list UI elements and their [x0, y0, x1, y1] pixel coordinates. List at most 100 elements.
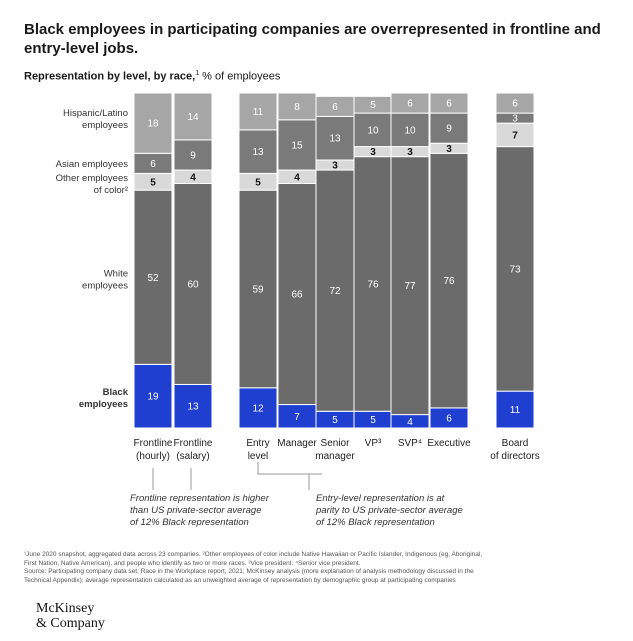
data-label-asian: 10	[367, 125, 379, 136]
row-label-white-line2: employees	[82, 280, 128, 291]
data-label-other: 7	[512, 130, 518, 141]
row-label-asian: Asian employees	[56, 159, 129, 170]
logo-line: & Company	[36, 616, 105, 631]
data-label-other: 3	[370, 147, 376, 158]
data-label-hispanic: 6	[332, 102, 338, 113]
category-label: Executive	[427, 438, 471, 449]
data-label-hispanic: 5	[370, 100, 376, 111]
data-label-white: 66	[291, 290, 303, 301]
data-label-asian: 3	[512, 114, 518, 125]
category-label: Senior	[321, 438, 351, 449]
data-label-asian: 9	[446, 124, 452, 135]
frontline-note-line: of 12% Black representation	[130, 517, 249, 528]
bar-segment-white	[429, 152, 469, 409]
category-label: Frontline	[134, 438, 173, 449]
bar-segment-asian	[277, 119, 317, 171]
entry-level-note: Entry-level representation is at parity …	[316, 493, 463, 529]
data-label-asian: 9	[190, 150, 196, 161]
footnote-line: ¹June 2020 snapshot, aggregated data acr…	[24, 551, 483, 558]
data-label-black: 19	[147, 392, 159, 403]
row-label-hispanic-line2: employees	[82, 120, 128, 131]
data-label-white: 59	[252, 284, 264, 295]
category-label: Manager	[277, 438, 317, 449]
category-label-line2: of directors	[490, 451, 539, 462]
mckinsey-logo: McKinsey & Company	[36, 601, 105, 631]
bar-segment-white	[495, 146, 535, 392]
entry-level-bracket-line	[257, 462, 322, 475]
bar-segment-white	[390, 156, 430, 416]
data-label-hispanic: 11	[253, 107, 264, 118]
bar-segment-asian	[429, 112, 469, 144]
data-label-black: 11	[510, 405, 521, 416]
data-label-hispanic: 6	[446, 99, 452, 110]
category-label: SVP⁴	[398, 438, 422, 449]
category-label-line2: (hourly)	[136, 451, 170, 462]
category-label: Frontline	[174, 438, 213, 449]
footnote-line: Technical Appendix); average representat…	[24, 576, 456, 584]
bar-segment-black	[238, 387, 278, 429]
footnote-line: Source: Participating company data set; …	[24, 568, 474, 575]
data-label-white: 52	[147, 273, 159, 284]
data-label-white: 76	[443, 276, 455, 287]
bar-segment-hispanic	[429, 92, 469, 114]
frontline-note: Frontline representation is higher than …	[130, 493, 269, 529]
data-label-other: 3	[446, 144, 452, 155]
bar-segment-black	[495, 390, 535, 429]
data-label-white: 76	[367, 279, 379, 290]
data-label-hispanic: 6	[512, 99, 518, 110]
data-label-other: 3	[332, 161, 338, 172]
data-label-hispanic: 14	[187, 112, 199, 123]
row-label-white: White	[104, 268, 128, 279]
row-label-black: Black	[103, 387, 129, 398]
logo-line: McKinsey	[36, 601, 95, 616]
data-label-hispanic: 8	[294, 102, 300, 113]
bar-segment-asian	[390, 112, 430, 148]
bar-segment-hispanic	[238, 92, 278, 131]
category-label: VP³	[365, 438, 382, 449]
data-label-other: 4	[294, 172, 300, 183]
data-label-black: 12	[252, 403, 264, 414]
data-label-black: 6	[446, 413, 452, 424]
row-label-other-line2: of color²	[94, 185, 128, 196]
data-label-white: 73	[509, 264, 521, 275]
data-label-black: 7	[294, 412, 300, 423]
chart-title: Black employees in participating compani…	[24, 21, 601, 57]
entry-level-note-line: Entry-level representation is at	[316, 493, 445, 504]
data-label-hispanic: 6	[407, 99, 413, 110]
category-label: Board	[502, 438, 529, 449]
entry-level-note-line: parity to US private-sector average	[316, 505, 463, 516]
bar-segment-asian	[173, 139, 213, 171]
data-label-other: 5	[255, 177, 261, 188]
chart-subtitle: Representation by level, by race,1 % of …	[24, 70, 280, 83]
data-label-asian: 13	[252, 147, 264, 158]
bar-segment-asian	[238, 129, 278, 174]
data-label-white: 77	[404, 281, 416, 292]
subtitle-footnote-mark: 1	[195, 70, 200, 77]
bar-segment-hispanic	[495, 92, 535, 114]
data-label-other: 4	[190, 172, 196, 183]
data-label-hispanic: 18	[147, 119, 159, 130]
data-label-asian: 10	[404, 125, 416, 136]
bar-segment-black	[173, 383, 213, 429]
data-label-black: 5	[370, 415, 376, 426]
frontline-note-line: Frontline representation is higher	[130, 493, 269, 504]
data-label-asian: 6	[150, 159, 156, 170]
bar-segment-white	[277, 182, 317, 406]
category-label-line2: (salary)	[176, 451, 209, 462]
bar-segment-black	[133, 363, 173, 429]
data-label-other: 3	[407, 147, 413, 158]
frontline-note-line: than US private-sector average	[130, 505, 262, 516]
data-label-white: 72	[329, 286, 341, 297]
data-label-asian: 13	[329, 134, 341, 145]
bar-segment-white	[173, 182, 213, 385]
data-label-asian: 15	[291, 140, 303, 151]
entry-level-note-line: of 12% Black representation	[316, 517, 435, 528]
bar-segment-white	[238, 189, 278, 389]
bar-segment-hispanic	[133, 92, 173, 154]
data-label-black: 4	[407, 417, 413, 428]
data-label-black: 5	[332, 415, 338, 426]
category-label-line2: level	[248, 451, 269, 462]
category-label-line2: manager	[315, 451, 355, 462]
bar-segment-white	[315, 169, 355, 412]
bar-segment-hispanic	[277, 92, 317, 121]
